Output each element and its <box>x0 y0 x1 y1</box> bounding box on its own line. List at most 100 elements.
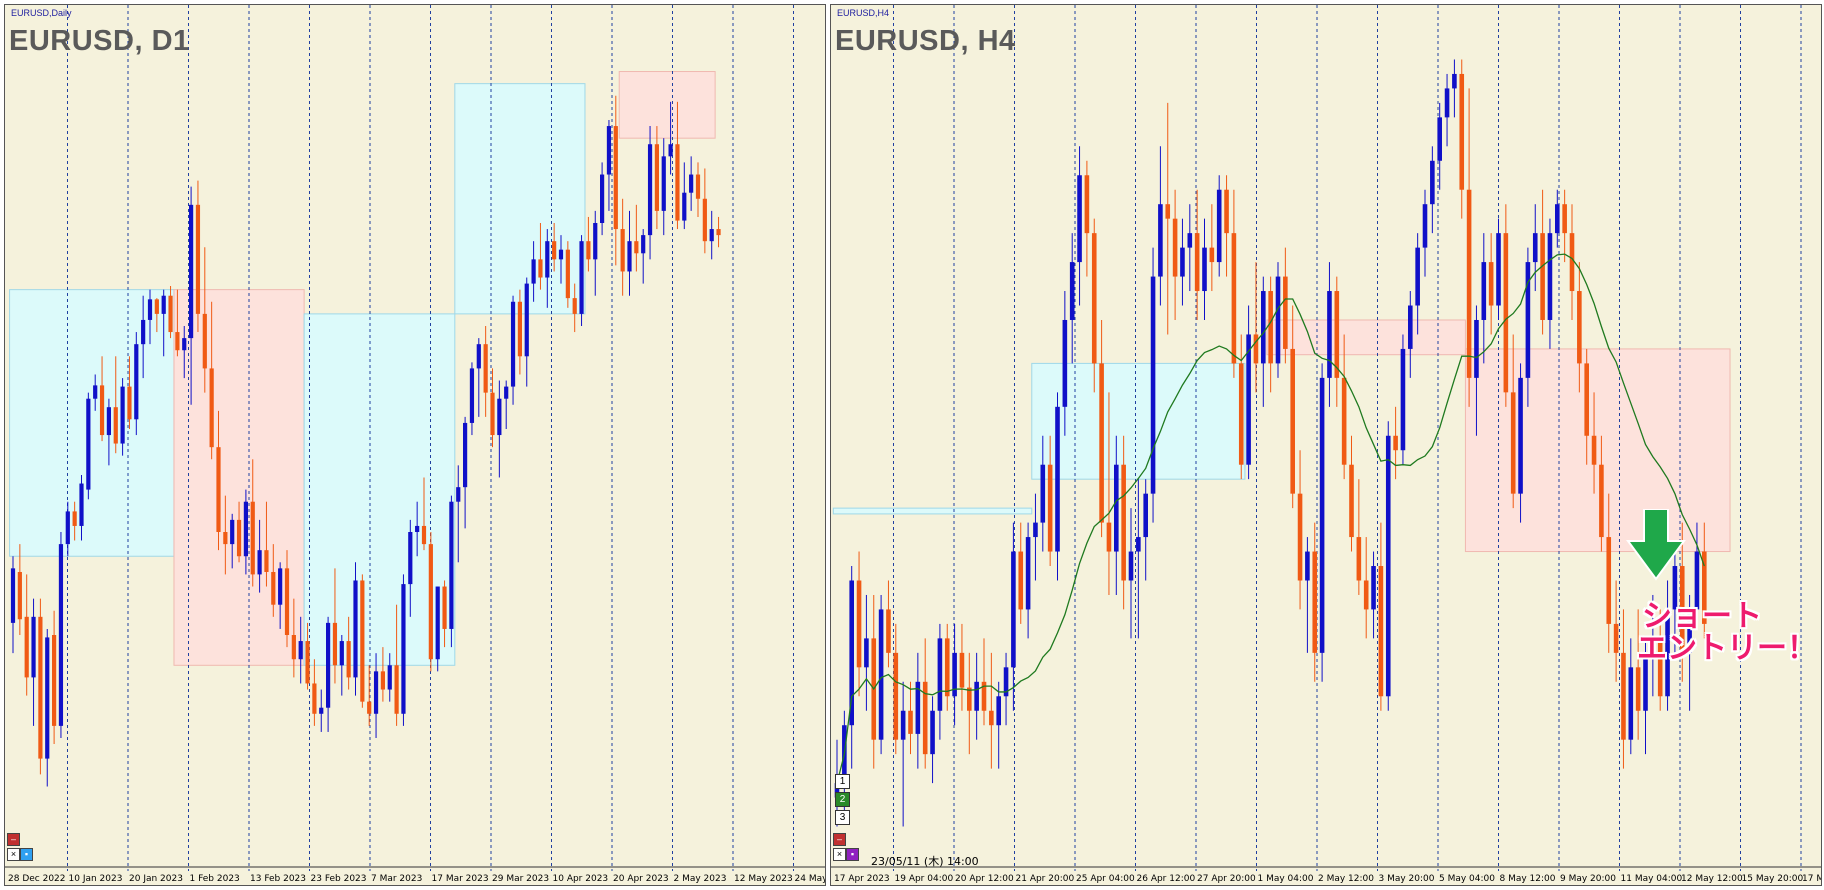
candle-body <box>952 652 957 697</box>
candle <box>864 594 869 711</box>
candle-body <box>1246 334 1251 465</box>
minimize-button[interactable]: – <box>7 833 20 846</box>
candle-body <box>1011 551 1016 668</box>
candle-body <box>1466 189 1472 378</box>
candle <box>952 623 957 726</box>
candle-body <box>17 571 22 620</box>
candle-body <box>682 192 687 221</box>
candle-body <box>1452 73 1457 89</box>
candle <box>1474 305 1479 436</box>
candle-body <box>878 609 884 740</box>
candle <box>456 465 461 563</box>
candle-body <box>1378 566 1384 697</box>
candle <box>878 594 884 755</box>
x-tick-label: 10 Jan 2023 <box>69 874 123 884</box>
candle-body <box>1599 464 1604 538</box>
candle-body <box>1562 204 1567 234</box>
candle <box>401 574 406 726</box>
candle-body <box>236 519 242 557</box>
candle-body <box>1532 233 1538 263</box>
candle-body <box>312 683 317 714</box>
candle-body <box>332 622 338 666</box>
candle-body <box>408 532 413 585</box>
candle <box>161 289 166 357</box>
candle <box>1283 247 1288 364</box>
timeframe-button-1[interactable]: 1 <box>835 774 850 789</box>
candle <box>1356 479 1362 595</box>
candle <box>1393 406 1398 480</box>
candle-body <box>1650 638 1656 653</box>
candle <box>490 368 495 448</box>
candle <box>1606 493 1612 653</box>
minimize-button[interactable]: – <box>833 833 846 846</box>
d1-chart-panel[interactable]: 28 Dec 2022 10 Jan 2023 20 Jan 2023 1 Feb 2… <box>4 4 826 886</box>
candle-body <box>72 511 77 526</box>
x-tick-label: 13 Feb 2023 <box>250 874 306 884</box>
candle-body <box>967 687 972 711</box>
h4-window-caption: EURUSD,H4 <box>837 8 890 18</box>
candle <box>1584 348 1589 465</box>
candle-body <box>1569 233 1575 292</box>
close-icon[interactable]: × <box>833 848 846 861</box>
candle-body <box>271 571 276 605</box>
candle-body <box>545 241 550 278</box>
timeframe-button-2[interactable]: 2 <box>835 792 850 807</box>
candle <box>291 598 296 678</box>
candle-body <box>944 638 950 697</box>
candle <box>72 501 77 541</box>
candle-body <box>31 616 36 678</box>
candle-body <box>1033 522 1038 538</box>
h4-chart-panel[interactable]: 17 Apr 2023 19 Apr 04:00 20 Apr 12:00 21 Ap… <box>830 4 1822 886</box>
candle <box>1290 305 1295 509</box>
candle-body <box>627 241 632 272</box>
candle-body <box>1400 348 1406 451</box>
candle-body <box>1253 334 1259 364</box>
candle-body <box>1525 262 1531 378</box>
candle <box>1025 522 1031 639</box>
candle <box>216 410 221 551</box>
candle <box>1444 73 1450 147</box>
candle-body <box>579 241 584 314</box>
candle <box>442 580 447 648</box>
candle <box>1378 522 1384 711</box>
candle-body <box>634 241 639 254</box>
timeframe-button-3[interactable]: 3 <box>835 810 850 825</box>
candle <box>1069 233 1075 364</box>
candle <box>538 223 543 290</box>
candle <box>600 162 605 236</box>
candle <box>1503 204 1509 407</box>
candle-body <box>668 144 673 157</box>
candle-body <box>264 550 269 572</box>
candle <box>1136 479 1141 639</box>
candle <box>497 380 502 478</box>
close-icon[interactable]: × <box>7 848 20 861</box>
candle-body <box>1202 247 1207 292</box>
support-zone-3 <box>454 83 586 315</box>
candle-body <box>1687 609 1692 653</box>
candle-body <box>401 584 406 714</box>
candle <box>1702 522 1707 639</box>
candle <box>695 162 701 217</box>
candle <box>524 277 529 387</box>
candle-body <box>1577 291 1582 364</box>
candle-body <box>483 344 488 393</box>
settings-icon[interactable]: ▪ <box>20 848 33 861</box>
x-tick-label: 10 Apr 2023 <box>553 874 609 884</box>
candle <box>634 204 639 272</box>
candle <box>716 216 721 248</box>
settings-icon[interactable]: ▪ <box>846 848 859 861</box>
candle-body <box>1312 551 1318 653</box>
candle-body <box>353 580 358 678</box>
candle <box>264 501 269 587</box>
candle-body <box>1408 305 1413 349</box>
candle-body <box>620 229 625 272</box>
candle <box>915 652 921 769</box>
candle-body <box>106 407 111 436</box>
candle <box>106 398 111 466</box>
candle <box>981 638 987 726</box>
candle <box>593 210 598 296</box>
candle <box>1547 218 1553 349</box>
candle <box>1562 189 1567 263</box>
candle-body <box>600 174 605 223</box>
candle <box>243 489 248 575</box>
